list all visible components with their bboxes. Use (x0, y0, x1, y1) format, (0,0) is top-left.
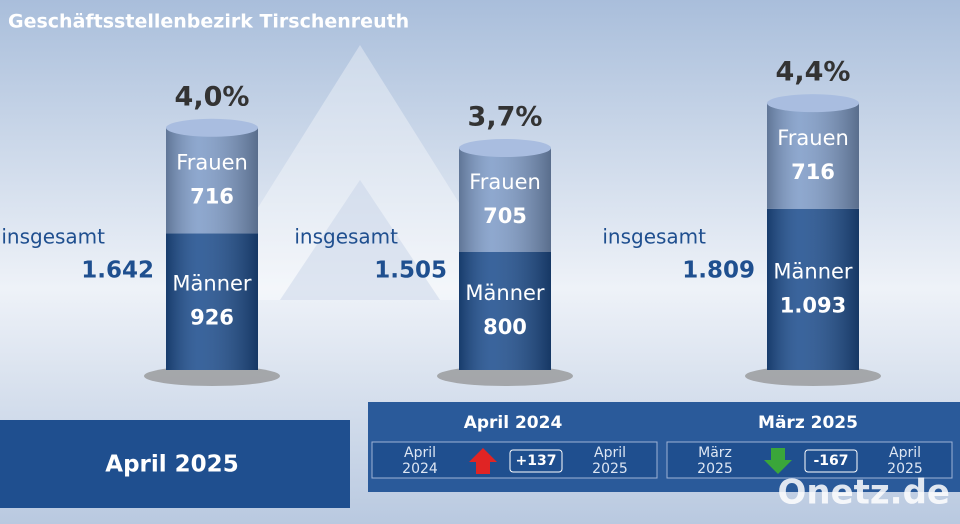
to-year: 2025 (887, 461, 923, 477)
total-label: insgesamt (1, 225, 105, 249)
rate-label: 4,0% (175, 81, 250, 112)
bar-top (166, 118, 258, 137)
watermark: Onetz.de (777, 473, 950, 513)
change-label: +137 (516, 453, 557, 469)
change-label: -167 (813, 453, 848, 469)
total-value: 1.809 (682, 258, 755, 284)
arrow-down (764, 448, 792, 474)
rate-label: 3,7% (468, 102, 543, 133)
from-month: März (698, 445, 732, 461)
bar-top (459, 139, 551, 158)
series-name: Frauen (176, 151, 248, 175)
category-label: April 2025 (105, 452, 238, 478)
data-label: 926 (190, 306, 234, 330)
bar-shadow (437, 366, 573, 386)
series-name: Frauen (777, 126, 849, 150)
chart-title: Geschäftsstellenbezirk Tirschenreuth (8, 11, 409, 33)
bar-shade (166, 127, 258, 234)
series-name: Männer (172, 272, 252, 296)
data-label: 1.093 (780, 293, 846, 317)
from-year: 2025 (697, 461, 733, 477)
bar-shadow (144, 366, 280, 386)
data-label: 800 (483, 315, 527, 339)
comparison-title: März 2025 (758, 413, 858, 433)
from-month: April (404, 445, 436, 461)
deco-triangle (280, 180, 440, 300)
bar-shade (459, 148, 551, 252)
from-year: 2024 (402, 461, 438, 477)
total-label: insgesamt (602, 225, 706, 249)
to-month: April (889, 445, 921, 461)
bar-shadow (745, 366, 881, 386)
bar-top (767, 94, 859, 113)
total-value: 1.505 (374, 258, 447, 284)
bar-shade (767, 103, 859, 209)
to-year: 2025 (592, 461, 628, 477)
rate-label: 4,4% (776, 57, 851, 88)
data-label: 716 (190, 185, 234, 209)
current-period-band (0, 420, 350, 508)
change-box (804, 449, 858, 473)
deco-triangle (200, 45, 520, 300)
change-box (509, 449, 563, 473)
data-label: 716 (791, 160, 835, 184)
series-name: Frauen (469, 170, 541, 194)
to-month: April (594, 445, 626, 461)
bar-shade (459, 252, 551, 370)
data-label: 705 (483, 204, 527, 228)
comparison-title: April 2024 (464, 413, 563, 433)
bar-shade (166, 233, 258, 370)
bar-shade (767, 208, 859, 370)
series-name: Männer (465, 281, 545, 305)
total-label: insgesamt (294, 225, 398, 249)
total-value: 1.642 (81, 258, 154, 284)
arrow-up (469, 448, 497, 474)
series-name: Männer (773, 259, 853, 283)
